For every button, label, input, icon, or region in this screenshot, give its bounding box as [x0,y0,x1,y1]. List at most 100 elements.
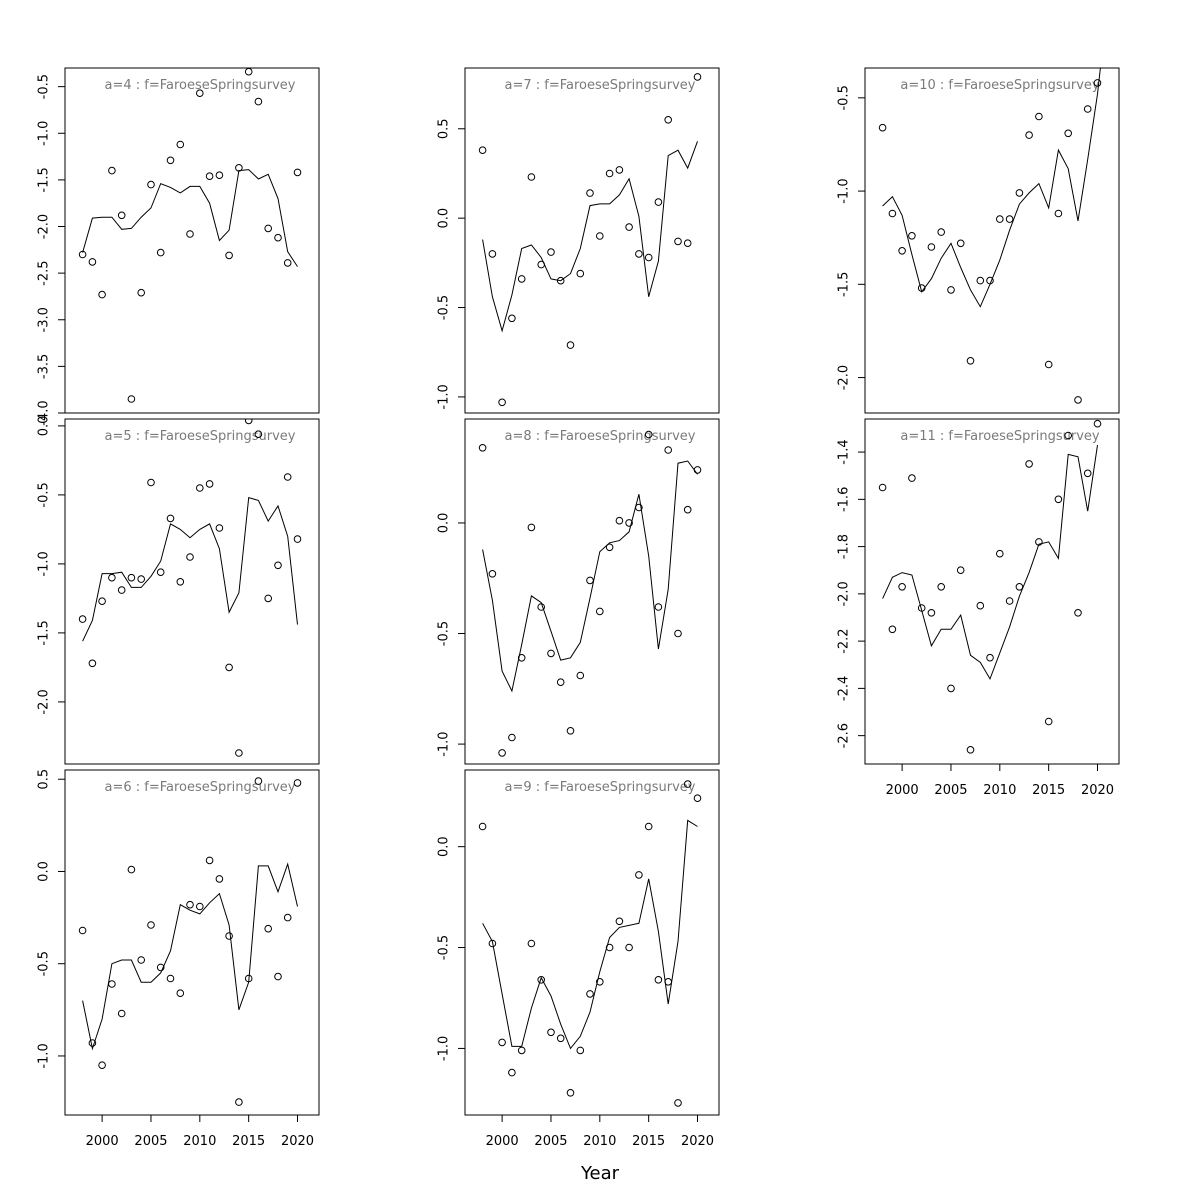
observation-point [283,473,292,481]
observation-point [127,395,136,403]
observation-point [196,484,204,492]
observation-point [566,341,575,349]
y-tick-label: -2.5 [37,260,52,285]
x-axis-title: Year [580,1163,620,1184]
observation-point [654,976,663,984]
x-tick-label: 2020 [281,1134,314,1149]
panel-frame [64,67,320,414]
observation-point [137,956,145,964]
x-tick-label: 2015 [1032,783,1065,798]
panel-title: a=11 : f=FaroeseSpringsurvey [900,429,1100,444]
x-tick-label: 2010 [583,1134,616,1149]
observation-point [478,444,487,452]
observation-point [986,653,994,662]
panel-6: a=9 : f=FaroeseSpringsurvey -1.0 -0.5 0.0 20… [437,769,720,1149]
x-tick-label: 2015 [632,1134,665,1149]
observation-point [127,573,136,582]
y-tick-label: -2.6 [837,723,852,748]
observation-point [605,543,614,552]
observation-point [1054,495,1063,504]
observation-point [1015,189,1024,197]
x-tick-label: 2020 [1081,783,1114,798]
panel-title: a=6 : f=FaroeseSpringsurvey [105,780,296,795]
observation-point [1083,469,1092,478]
observation-point [576,671,585,680]
panel-title: a=10 : f=FaroeseSpringsurvey [900,78,1100,93]
observation-point [137,575,145,583]
panel-title: a=4 : f=FaroeseSpringsurvey [105,78,296,93]
observation-point [293,168,302,177]
fitted-line [82,497,298,642]
observation-point [693,73,702,81]
observation-point [527,939,536,948]
observation-point [196,902,204,911]
observation-point [127,865,136,874]
y-tick-label: -0.5 [837,85,852,110]
observation-point [927,609,936,617]
observation-point [117,1009,126,1018]
panel-frame [864,67,1120,414]
y-tick-label: -1.0 [437,731,452,756]
observation-point [215,875,224,883]
x-tick-label: 2000 [886,783,919,798]
y-tick-label: 0.5 [37,769,52,790]
plot-area [878,68,1102,404]
observation-point [517,1046,526,1055]
observation-point [98,597,106,606]
observation-point [947,286,955,294]
fitted-line [82,862,298,1051]
observation-point [586,990,594,998]
observation-point [654,603,663,611]
observation-point [147,921,155,929]
y-tick-label: -0.5 [437,621,452,646]
y-tick-label: 0.0 [437,208,452,229]
plot-area [478,780,702,1107]
y-tick-label: 0.0 [37,416,52,437]
y-tick-label: -2.0 [37,689,52,714]
x-tick-label: 2000 [486,1134,519,1149]
fitted-line [482,460,698,693]
observation-point [996,549,1004,558]
observation-point [488,250,497,258]
observation-point [1054,209,1063,218]
observation-point [254,97,263,106]
y-tick-label: -2.4 [837,676,852,701]
y-tick-label: -1.8 [837,534,852,559]
observation-point [156,568,165,577]
panel-frame [464,769,720,1116]
observation-point [566,727,575,735]
observation-point [888,209,897,218]
observation-point [508,1068,516,1077]
observation-point [88,659,97,668]
observation-point [1015,583,1024,591]
y-tick-label: -2.0 [837,581,852,606]
observation-point [576,1046,585,1055]
y-tick-label: -1.5 [37,167,52,192]
observation-point [966,357,975,365]
observation-point [283,913,292,922]
observation-point [254,777,263,785]
observation-point [547,248,555,256]
observation-point [235,1098,243,1106]
observation-point [264,224,273,233]
y-tick-label: -2.0 [837,365,852,390]
observation-point [644,430,653,439]
plot-area [478,73,702,407]
y-tick-label: -1.0 [37,1043,52,1068]
observation-point [556,1034,565,1043]
fitted-line [882,68,1101,308]
observation-point [615,917,624,926]
observation-point [927,243,936,251]
observation-point [98,1061,106,1069]
observation-point [274,233,282,242]
observation-point [176,140,185,149]
panel-4: a=7 : f=FaroeseSpringsurvey -1.0 -0.5 0.0 0.… [437,67,720,414]
panel-grid: a=4 : f=FaroeseSpringsurvey -4.0 -3.5 -3.0 -… [37,67,1120,1149]
observation-point [693,794,702,803]
observation-point [176,578,185,586]
observation-point [937,228,946,236]
observation-point [556,678,565,687]
y-tick-label: -0.5 [437,295,452,320]
observation-point [293,779,302,787]
